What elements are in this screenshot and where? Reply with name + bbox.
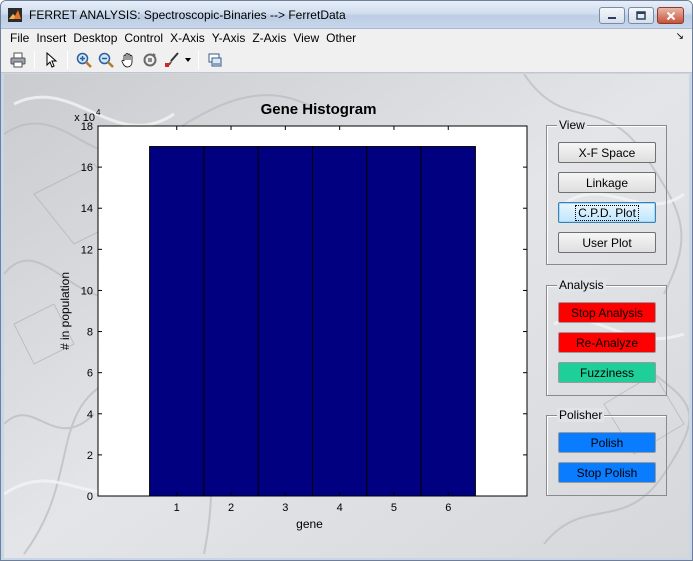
y-tick-label: 4 <box>87 409 93 421</box>
brush-dropdown-icon <box>185 57 191 62</box>
y-tick-label: 2 <box>87 450 93 462</box>
y-tick-label: 10 <box>81 285 93 297</box>
menu-other[interactable]: Other <box>326 31 357 45</box>
menu-bar: File Insert Desktop Control X-Axis Y-Axi… <box>1 29 692 47</box>
y-tick-label: 6 <box>87 368 93 380</box>
axes-box <box>97 125 528 497</box>
y-exponent-superscript: 4 <box>96 108 101 117</box>
minimize-button[interactable] <box>599 7 625 24</box>
x-tick-label: 1 <box>174 502 180 514</box>
menu-control[interactable]: Control <box>124 31 164 45</box>
menu-insert[interactable]: Insert <box>36 31 67 45</box>
y-tick-label: 12 <box>81 244 93 256</box>
link-plot-icon <box>208 53 222 66</box>
stop-analysis-label: Stop Analysis <box>570 305 644 320</box>
x-axis-label: gene <box>296 517 323 531</box>
toolbar-separator <box>67 50 68 69</box>
x-tick-label: 5 <box>391 502 397 514</box>
title-bar[interactable]: FERRET ANALYSIS: Spectroscopic-Binaries … <box>1 1 692 29</box>
x-tick-label: 2 <box>228 502 234 514</box>
stop-analysis-button[interactable]: Stop Analysis <box>558 302 656 323</box>
polisher-panel-title: Polisher <box>557 408 605 422</box>
figure-canvas: 0 2 4 6 8 10 12 14 16 18 1 2 3 4 5 6 x 10 4 Gene Histogram… <box>4 74 689 558</box>
linkage-button[interactable]: Linkage <box>558 172 656 193</box>
polisher-panel: Polisher Polish Stop Polish <box>546 408 667 496</box>
menubar-dock-arrow-icon[interactable]: ↘ <box>675 31 684 42</box>
polish-label: Polish <box>590 435 624 450</box>
menu-z-axis[interactable]: Z-Axis <box>252 31 287 45</box>
toolbar-separator <box>198 50 199 69</box>
maximize-icon <box>636 11 646 20</box>
re-analyze-button[interactable]: Re-Analyze <box>558 332 656 353</box>
maximize-button[interactable] <box>628 7 654 24</box>
window-title: FERRET ANALYSIS: Spectroscopic-Binaries … <box>29 8 346 22</box>
histogram-bar <box>203 146 259 497</box>
fuzziness-button[interactable]: Fuzziness <box>558 362 656 383</box>
x-tick-label: 4 <box>337 502 343 514</box>
link-plot-button[interactable] <box>204 49 226 71</box>
polish-button[interactable]: Polish <box>558 432 656 453</box>
histogram-bar <box>420 146 476 497</box>
re-analyze-label: Re-Analyze <box>575 335 639 350</box>
linkage-label: Linkage <box>585 175 629 190</box>
menu-view[interactable]: View <box>293 31 320 45</box>
menu-desktop[interactable]: Desktop <box>73 31 118 45</box>
histogram-bar <box>366 146 422 497</box>
chart-title: Gene Histogram <box>261 101 377 118</box>
data-brush-icon <box>165 51 179 67</box>
minimize-icon <box>608 16 616 19</box>
y-tick-label: 14 <box>81 203 93 215</box>
pan-hand-icon <box>121 52 133 67</box>
close-button[interactable] <box>657 7 684 24</box>
toolbar <box>1 47 692 73</box>
histogram-bar <box>149 146 205 497</box>
zoom-in-button[interactable] <box>73 49 95 71</box>
data-brush-button[interactable] <box>161 49 183 71</box>
cpd-plot-label: C.P.D. Plot <box>575 204 639 221</box>
print-icon <box>10 52 26 67</box>
menu-x-axis[interactable]: X-Axis <box>170 31 205 45</box>
menu-y-axis[interactable]: Y-Axis <box>211 31 246 45</box>
toolbar-separator <box>34 50 35 69</box>
histogram-bar <box>257 146 313 497</box>
analysis-panel: Analysis Stop Analysis Re-Analyze Fuzzin… <box>546 278 667 396</box>
y-tick-label: 0 <box>87 491 93 503</box>
user-plot-button[interactable]: User Plot <box>558 232 656 253</box>
fuzziness-label: Fuzziness <box>579 365 635 380</box>
stop-polish-button[interactable]: Stop Polish <box>558 462 656 483</box>
y-tick-label: 8 <box>87 327 93 339</box>
matlab-icon <box>8 8 22 22</box>
x-tick-label: 6 <box>445 502 451 514</box>
close-icon <box>666 11 675 20</box>
x-tick-label: 3 <box>282 502 288 514</box>
pointer-icon <box>46 51 58 68</box>
zoom-out-icon <box>98 52 114 68</box>
xf-space-button[interactable]: X-F Space <box>558 142 656 163</box>
y-axis-label: # in population <box>58 272 72 350</box>
rotate-icon <box>143 52 157 66</box>
cpd-plot-button[interactable]: C.P.D. Plot <box>558 202 656 223</box>
edit-plot-button[interactable] <box>40 49 62 71</box>
stop-polish-label: Stop Polish <box>576 465 638 480</box>
xf-space-label: X-F Space <box>578 145 636 160</box>
analysis-panel-title: Analysis <box>557 278 606 292</box>
y-tick-label: 16 <box>81 162 93 174</box>
print-button[interactable] <box>7 49 29 71</box>
brush-dropdown-button[interactable] <box>183 49 193 71</box>
zoom-in-icon <box>76 52 92 68</box>
histogram-bar <box>312 146 368 497</box>
rotate-3d-button[interactable] <box>139 49 161 71</box>
zoom-out-button[interactable] <box>95 49 117 71</box>
pan-button[interactable] <box>117 49 139 71</box>
y-tick-label: 18 <box>81 121 93 133</box>
view-panel: View X-F Space Linkage C.P.D. Plot User … <box>546 118 667 265</box>
y-exponent-label: x 10 <box>74 112 95 124</box>
user-plot-label: User Plot <box>582 235 632 250</box>
view-panel-title: View <box>557 118 587 132</box>
menu-file[interactable]: File <box>10 31 30 45</box>
